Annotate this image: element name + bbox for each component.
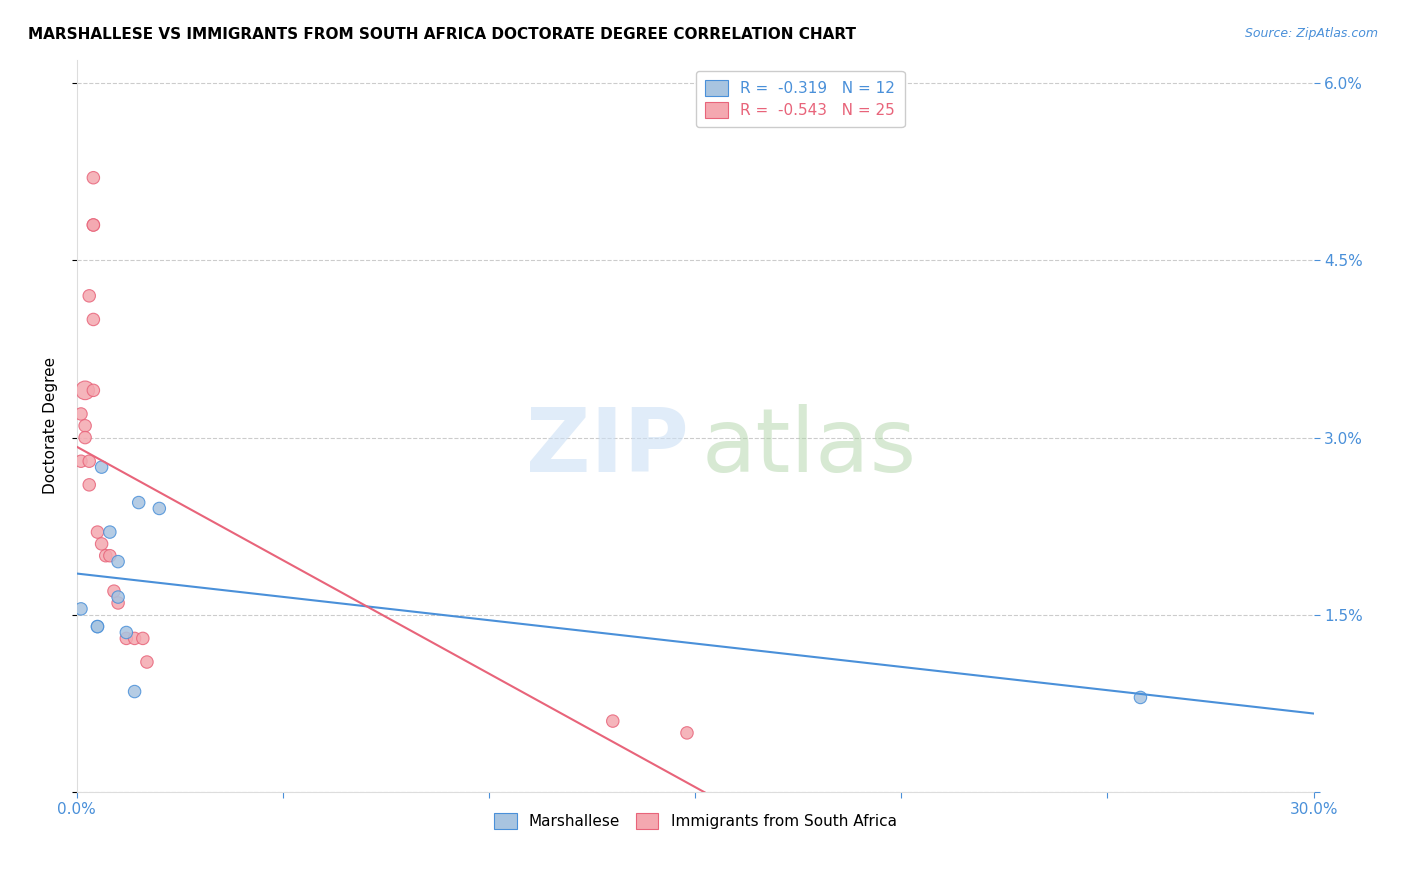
Point [107,555,129,569]
Point [82,312,104,326]
Text: atlas: atlas [702,404,917,491]
Point [1129,690,1152,705]
Point [103,584,125,599]
Point [70,454,93,468]
Point [128,495,150,509]
Point [86,525,108,540]
Point [107,596,129,610]
Point [676,726,699,740]
Point [124,632,146,646]
Point [86,619,108,633]
Point [82,170,104,185]
Point [115,632,138,646]
Point [90,537,112,551]
Point [75,431,97,445]
Legend: Marshallese, Immigrants from South Africa: Marshallese, Immigrants from South Afric… [488,807,903,836]
Point [107,590,129,604]
Text: MARSHALLESE VS IMMIGRANTS FROM SOUTH AFRICA DOCTORATE DEGREE CORRELATION CHART: MARSHALLESE VS IMMIGRANTS FROM SOUTH AFR… [28,27,856,42]
Point [115,625,138,640]
Point [70,407,93,421]
Text: Source: ZipAtlas.com: Source: ZipAtlas.com [1244,27,1378,40]
Point [90,460,112,475]
Point [70,602,93,616]
Point [77,478,100,492]
Point [94,549,117,563]
Point [132,632,155,646]
Point [77,454,100,468]
Point [124,684,146,698]
Point [136,655,159,669]
Point [82,218,104,232]
Point [148,501,170,516]
Point [82,384,104,398]
Text: ZIP: ZIP [526,404,689,491]
Y-axis label: Doctorate Degree: Doctorate Degree [44,357,58,494]
Point [75,384,97,398]
Point [82,218,104,232]
Point [98,549,121,563]
Point [98,525,121,540]
Point [77,289,100,303]
Point [86,619,108,633]
Point [75,418,97,433]
Point [602,714,624,728]
